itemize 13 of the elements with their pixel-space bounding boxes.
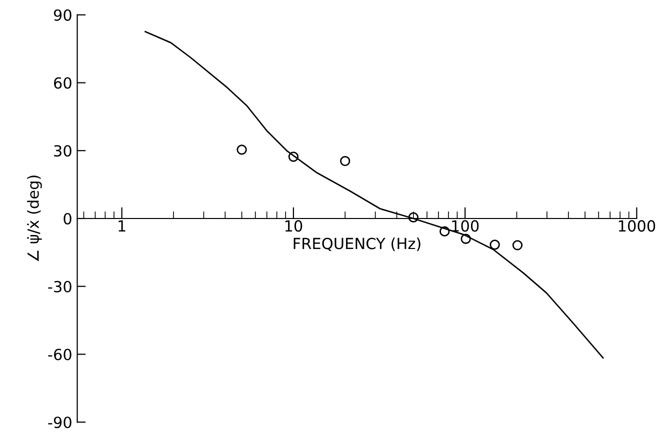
y-tick-label: 0 — [64, 212, 72, 225]
y-tick-label: 90 — [54, 9, 72, 21]
x-tick-label: 1 — [118, 220, 126, 232]
y-tick-label: 30 — [54, 145, 72, 157]
y-tick-label: -60 — [48, 348, 72, 360]
x-tick-label: 10 — [285, 220, 302, 232]
x-tick-label: 100 — [452, 220, 479, 232]
x-tick-label: 1000 — [618, 220, 656, 232]
y-tick-label: -30 — [48, 280, 72, 292]
x-axis-title: FREQUENCY (Hz) — [294, 237, 420, 252]
y-axis-title: ∠ ψ̇/ẋ (deg) — [27, 176, 42, 262]
y-tick-label: -90 — [48, 416, 72, 428]
y-tick-label: 60 — [54, 77, 72, 89]
